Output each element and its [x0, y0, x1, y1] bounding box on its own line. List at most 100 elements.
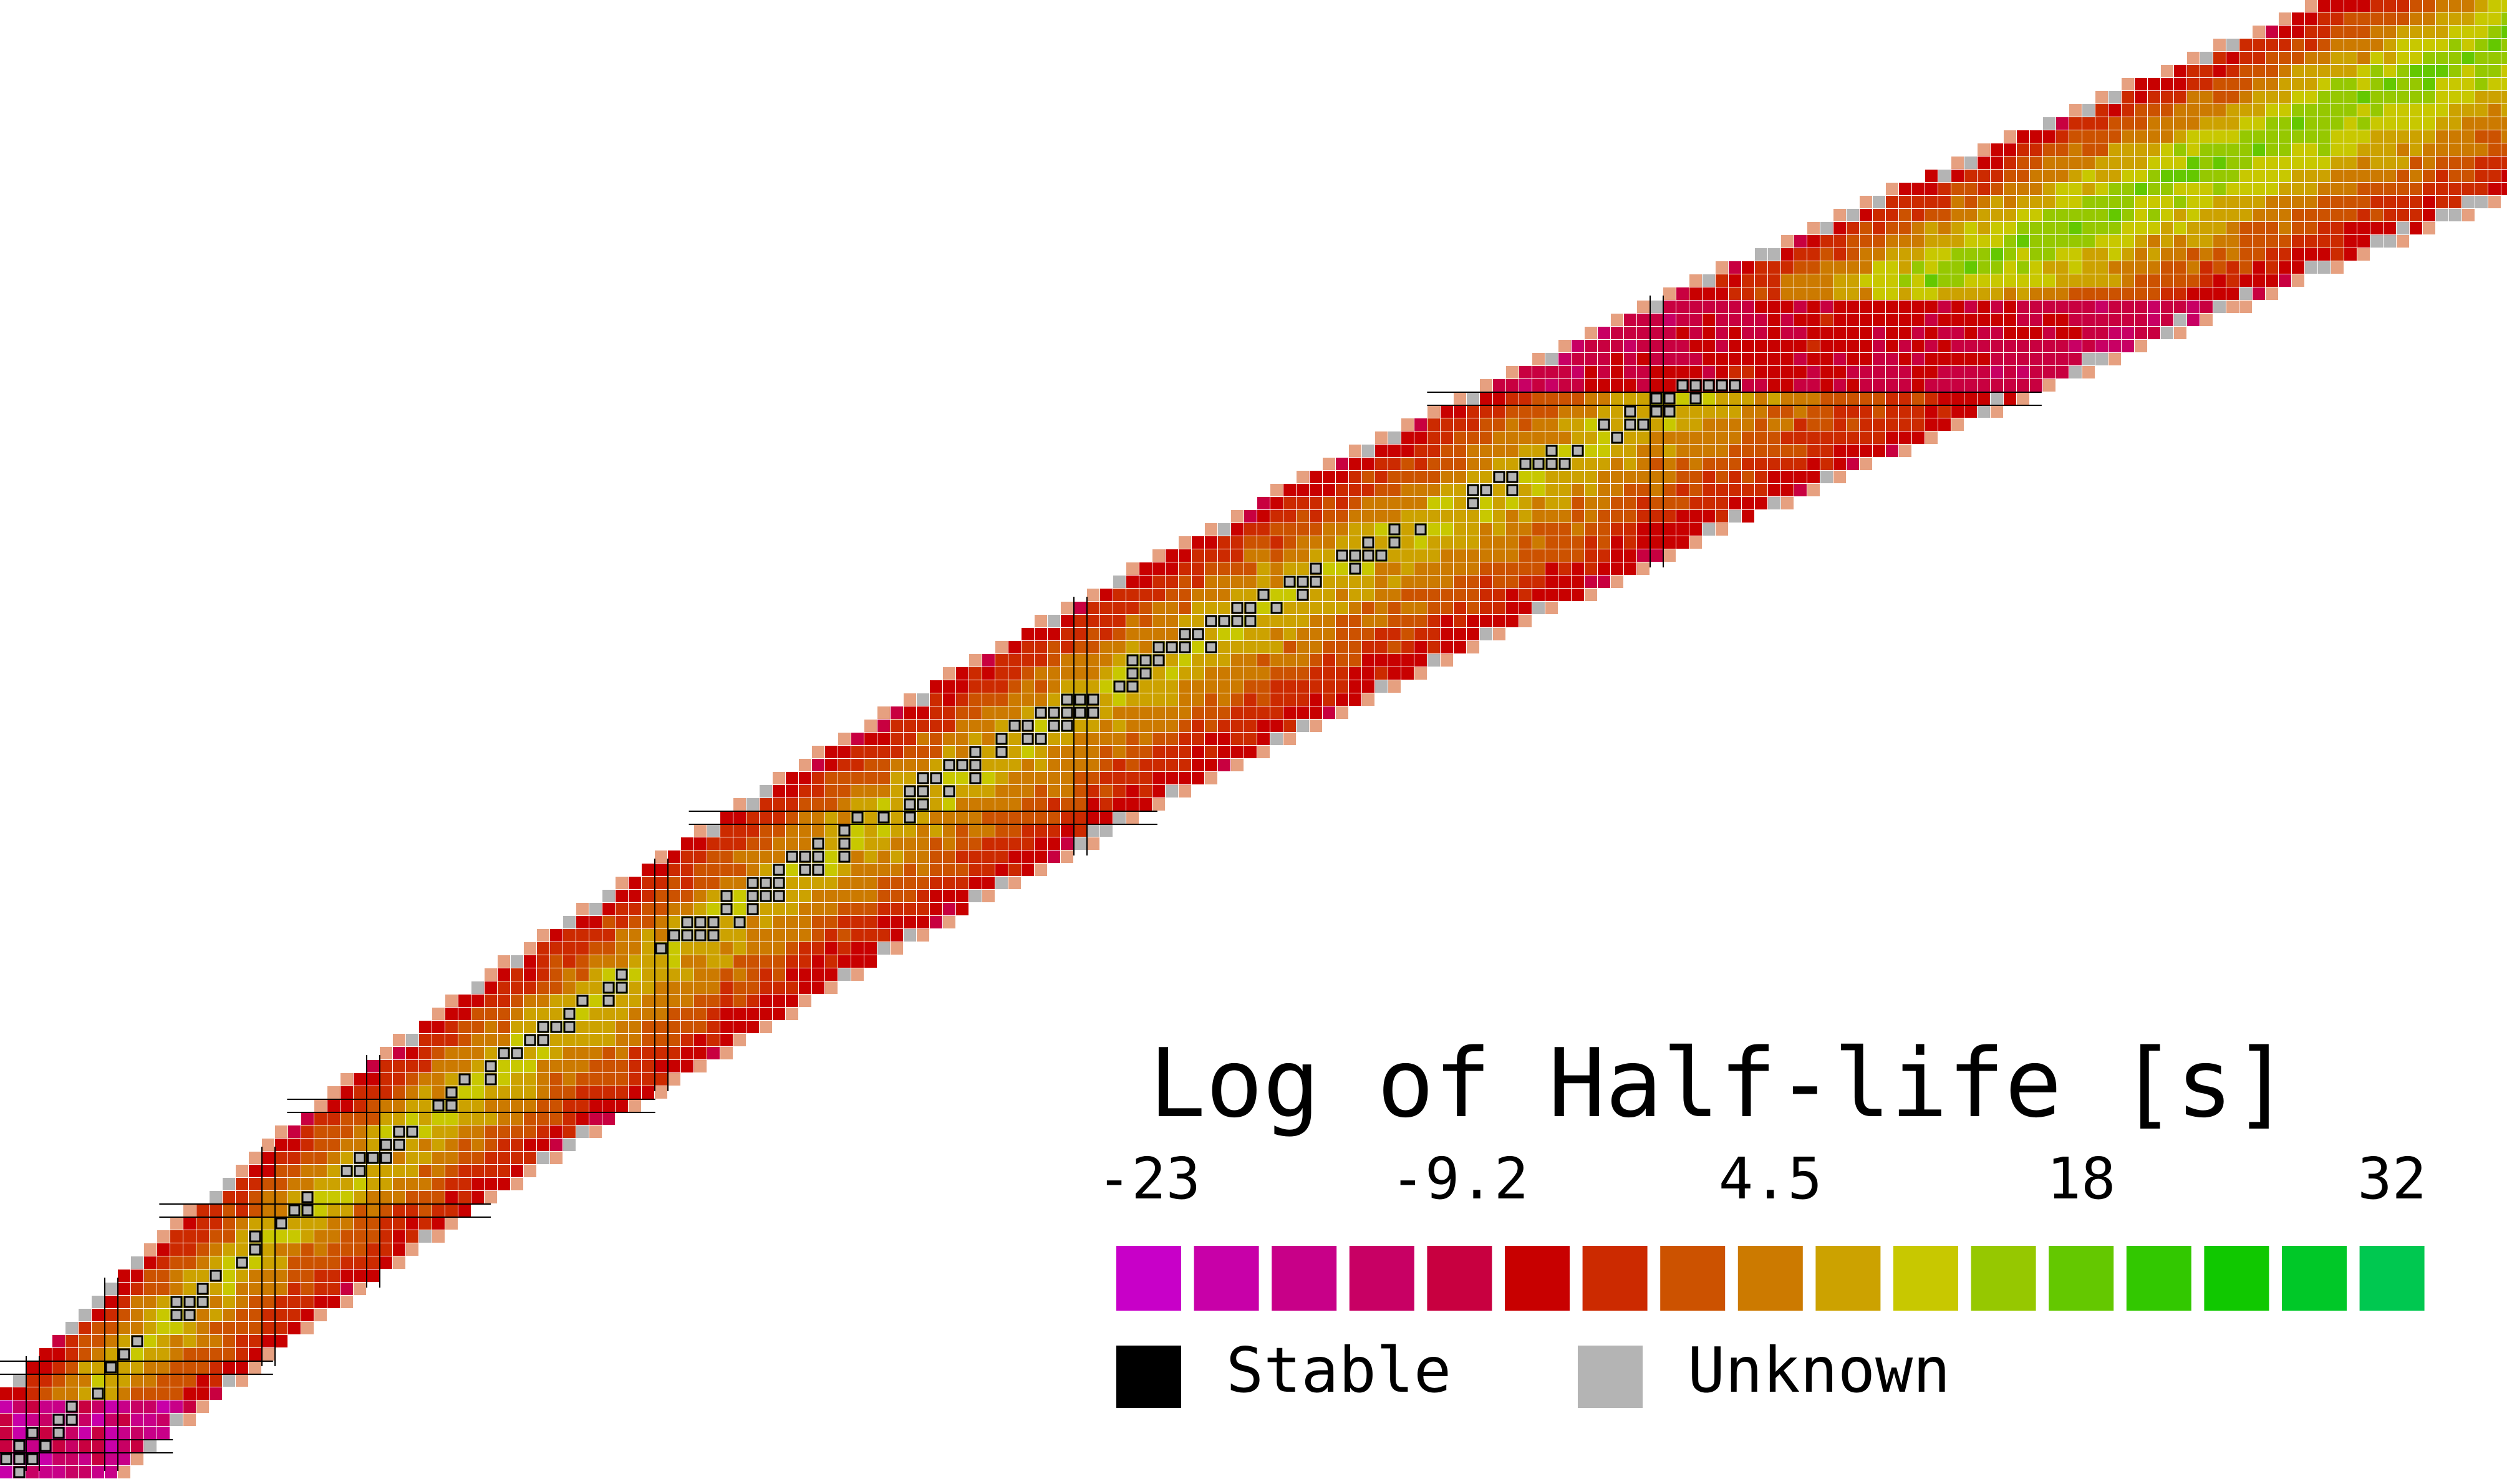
nuclide-cell: [720, 981, 733, 994]
nuclide-cell: [1729, 458, 1741, 470]
nuclide-cell: [825, 811, 838, 824]
nuclide-cell: [982, 864, 995, 876]
nuclide-cell: [812, 746, 824, 758]
nuclide-cell: [419, 1073, 432, 1086]
nuclide-cell: [1873, 235, 1885, 248]
nuclide-cell: [2226, 104, 2239, 117]
nuclide-cell: [236, 1243, 248, 1256]
nuclide-cell: [432, 1178, 445, 1190]
nuclide-cell: [1807, 418, 1820, 431]
nuclide-cell: [1703, 327, 1715, 339]
nuclide-cell: [511, 1112, 523, 1125]
nuclide-cell: [1310, 693, 1322, 706]
nuclide-cell: [707, 968, 720, 981]
nuclide-cell: [2475, 12, 2488, 25]
nuclide-cell: [1886, 209, 1898, 221]
nuclide-cell: [1768, 353, 1780, 365]
nuclide-cell: [1192, 576, 1204, 588]
nuclide-cell: [1663, 431, 1676, 444]
nuclide-cell: [1899, 379, 1911, 392]
nuclide-cell: [380, 1191, 392, 1203]
nuclide-cell: [1192, 536, 1204, 549]
nuclide-cell: [2501, 143, 2507, 156]
nuclide-cell: [1323, 562, 1335, 575]
nuclide-cell: [2462, 170, 2475, 182]
stable-nuclide-cell: [733, 916, 746, 928]
nuclide-cell: [2082, 340, 2095, 352]
nuclide-cell: [1519, 392, 1532, 405]
nuclide-cell: [982, 746, 995, 758]
nuclide-cell: [471, 1099, 484, 1112]
nuclide-cell: [2030, 196, 2042, 208]
nuclide-cell: [1035, 720, 1047, 732]
nuclide-cell: [851, 733, 864, 745]
nuclide-cell: [485, 1112, 497, 1125]
nuclide-cell: [2226, 287, 2239, 300]
nuclide-cell: [301, 1322, 314, 1334]
nuclide-cell: [223, 1178, 235, 1190]
nuclide-cell: [1139, 562, 1152, 575]
nuclide-cell: [2108, 143, 2121, 156]
nuclide-cell: [1480, 458, 1492, 470]
nuclide-cell: [2357, 248, 2370, 261]
nuclide-cell: [733, 798, 746, 811]
nuclide-cell: [1480, 471, 1492, 483]
nuclide-cell: [2357, 170, 2370, 182]
nuclide-cell: [1480, 431, 1492, 444]
nuclide-cell: [838, 785, 851, 797]
nuclide-cell: [2475, 170, 2488, 182]
nuclide-cell: [13, 1387, 26, 1400]
nuclide-cell: [1244, 720, 1257, 732]
stable-nuclide-cell: [301, 1204, 314, 1217]
nuclide-cell: [524, 1060, 536, 1072]
nuclide-cell: [786, 955, 798, 968]
nuclide-cell: [1742, 340, 1754, 352]
nuclide-cell: [1873, 248, 1885, 261]
nuclide-cell: [1742, 327, 1754, 339]
nuclide-cell: [1454, 510, 1466, 523]
nuclide-cell: [904, 746, 916, 758]
stable-nuclide-cell: [917, 785, 929, 797]
nuclide-cell: [2017, 196, 2029, 208]
nuclide-cell: [2017, 327, 2029, 339]
stable-nuclide-cell: [170, 1309, 183, 1321]
nuclide-cell: [1860, 209, 1872, 221]
nuclide-cell: [2069, 353, 2082, 365]
nuclide-cell: [288, 1152, 301, 1164]
nuclide-cell: [1401, 536, 1414, 549]
nuclide-cell: [1126, 602, 1139, 614]
nuclide-cell: [1362, 445, 1374, 457]
nuclide-cell: [170, 1256, 183, 1269]
nuclide-cell: [2161, 301, 2173, 313]
nuclide-cell: [1558, 445, 1571, 457]
stable-nuclide-cell: [812, 837, 824, 850]
nuclide-cell: [930, 693, 942, 706]
nuclide-cell: [1860, 261, 1872, 274]
nuclide-cell: [1585, 392, 1597, 405]
nuclide-cell: [550, 1008, 563, 1020]
nuclide-cell: [1611, 549, 1623, 562]
nuclide-cell: [2344, 222, 2357, 234]
nuclide-cell: [655, 1060, 667, 1072]
nuclide-cell: [2030, 379, 2042, 392]
nuclide-cell: [354, 1256, 366, 1269]
nuclide-cell: [2148, 327, 2160, 339]
nuclide-cell: [616, 903, 628, 915]
nuclide-cell: [799, 785, 811, 797]
nuclide-cell: [1008, 824, 1021, 837]
nuclide-cell: [1035, 693, 1047, 706]
nuclide-cell: [589, 968, 602, 981]
nuclide-cell: [2239, 170, 2252, 182]
nuclide-cell: [1624, 392, 1636, 405]
nuclide-cell: [393, 1256, 405, 1269]
nuclide-cell: [2148, 261, 2160, 274]
nuclide-cell: [1663, 510, 1676, 523]
nuclide-cell: [157, 1335, 170, 1347]
nuclide-cell: [760, 1008, 772, 1020]
nuclide-cell: [380, 1047, 392, 1059]
nuclide-cell: [2318, 91, 2331, 104]
nuclide-cell: [1650, 523, 1663, 536]
nuclide-cell: [930, 785, 942, 797]
nuclide-cell: [1637, 327, 1650, 339]
nuclide-cell: [1414, 484, 1427, 496]
